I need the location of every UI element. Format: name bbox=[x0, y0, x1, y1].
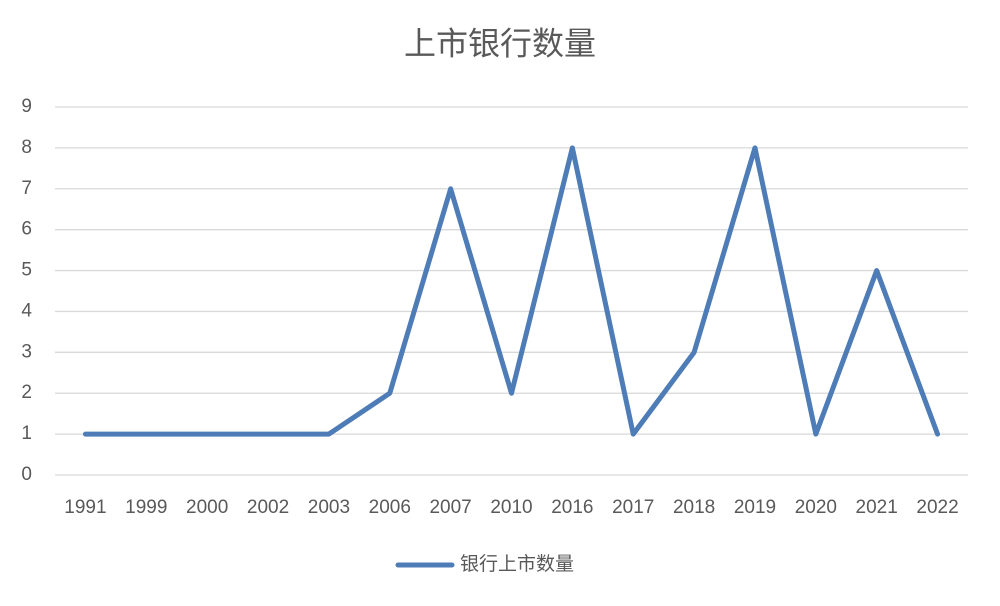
legend-label: 银行上市数量 bbox=[460, 553, 574, 575]
y-tick-label: 4 bbox=[21, 300, 32, 321]
x-tick-label: 1991 bbox=[64, 497, 106, 518]
x-tick-label: 2018 bbox=[673, 497, 715, 518]
y-tick-label: 2 bbox=[21, 382, 32, 403]
x-tick-label: 2019 bbox=[734, 497, 776, 518]
chart-title: 上市银行数量 bbox=[404, 25, 596, 61]
y-tick-label: 8 bbox=[21, 137, 32, 158]
y-tick-label: 5 bbox=[21, 260, 32, 281]
x-tick-label: 2016 bbox=[551, 497, 593, 518]
x-tick-label: 2020 bbox=[795, 497, 837, 518]
x-tick-label: 2003 bbox=[308, 497, 350, 518]
x-tick-label: 2000 bbox=[186, 497, 228, 518]
x-tick-label: 2017 bbox=[612, 497, 654, 518]
y-tick-label: 1 bbox=[21, 423, 32, 444]
data-line bbox=[82, 145, 941, 437]
x-tick-label: 2006 bbox=[369, 497, 411, 518]
x-tick-label: 1999 bbox=[125, 497, 167, 518]
y-tick-label: 3 bbox=[21, 341, 32, 362]
y-tick-label: 0 bbox=[21, 464, 32, 485]
y-tick-label: 6 bbox=[21, 219, 32, 240]
x-tick-label: 2022 bbox=[916, 497, 958, 518]
x-tick-label: 2002 bbox=[247, 497, 289, 518]
x-tick-label: 2007 bbox=[429, 497, 471, 518]
y-tick-label: 7 bbox=[21, 178, 32, 199]
y-tick-label: 9 bbox=[21, 96, 32, 117]
x-tick-label: 2010 bbox=[490, 497, 532, 518]
x-tick-label: 2021 bbox=[856, 497, 898, 518]
